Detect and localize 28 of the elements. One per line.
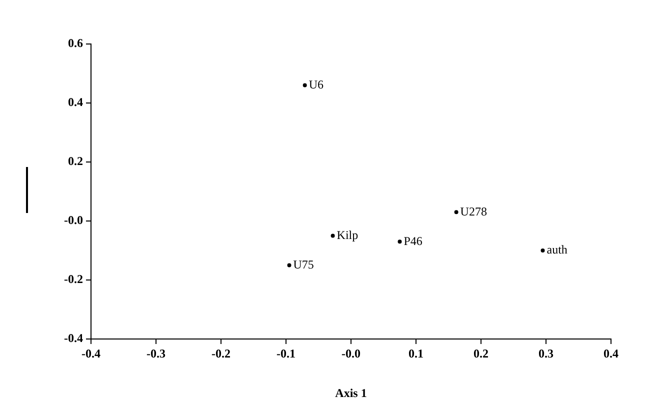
point — [540, 248, 545, 252]
point — [454, 210, 458, 214]
y-tick-label: -0.4 — [64, 331, 83, 346]
x-tick-label: -0.2 — [212, 346, 230, 360]
data-label: U278 — [460, 204, 487, 218]
x-tick-label: -0.0 — [342, 346, 360, 360]
x-axis-title: Axis 1 — [335, 386, 367, 400]
point — [330, 234, 335, 238]
data-label: U6 — [308, 77, 324, 92]
y-tick-label: -0.0 — [64, 213, 83, 228]
x-tick-label: -0.4 — [82, 346, 100, 360]
y-tick-label: 0.2 — [68, 154, 83, 168]
x-tick-label: 0.1 — [408, 346, 424, 360]
y-tick-label: -0.2 — [64, 272, 83, 286]
data-label: U75 — [293, 257, 314, 272]
data-label: P46 — [404, 234, 422, 248]
point — [302, 83, 307, 88]
x-tick-label: -0.1 — [276, 346, 296, 360]
y-tick-label: 0.6 — [68, 36, 83, 50]
point — [398, 240, 402, 244]
data-label: Kilp — [336, 228, 358, 242]
data-label: auth — [546, 242, 568, 257]
point — [287, 263, 292, 268]
x-tick-label: 0.4 — [604, 346, 618, 360]
y-tick-label: 0.4 — [68, 95, 83, 110]
x-tick-label: -0.3 — [146, 346, 166, 360]
x-tick-label: 0.3 — [538, 346, 554, 360]
x-tick-label: 0.2 — [474, 346, 488, 360]
